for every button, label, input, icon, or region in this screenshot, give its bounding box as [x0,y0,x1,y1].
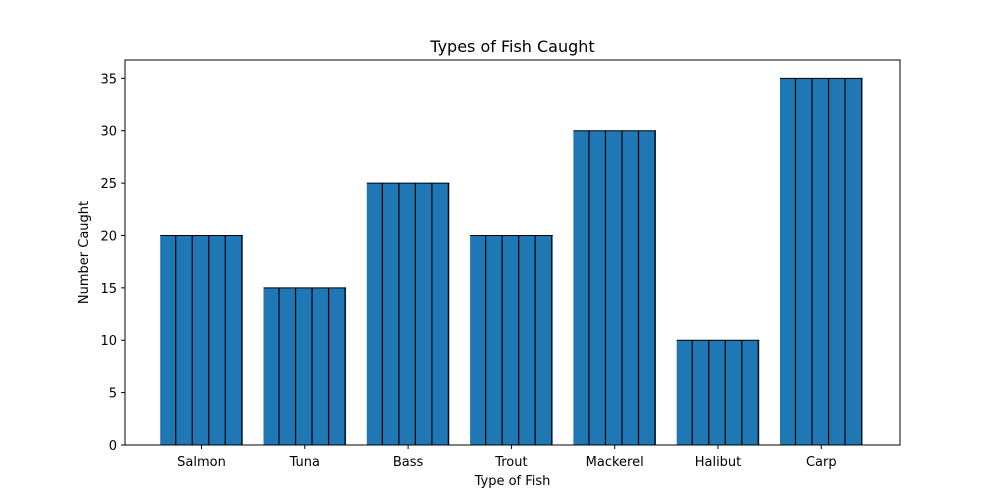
x-tick-label: Mackerel [586,455,644,470]
bar-fill [470,235,553,445]
y-tick-label: 5 [109,387,117,402]
bar-mackerel [573,130,656,445]
bar-bass [366,182,450,445]
bar-fill [160,235,243,445]
x-tick-label: Bass [393,455,424,470]
x-tick-label: Carp [806,455,837,470]
y-tick-label: 10 [100,334,117,349]
bar-fill [263,287,347,445]
x-tick-label: Trout [494,455,527,470]
bar-halibut [676,339,760,445]
bar-fill [780,78,863,445]
x-tick-label: Halibut [695,455,742,470]
bars-group [160,77,863,445]
y-tick-label: 25 [100,177,117,192]
bar-fill [366,183,450,445]
y-axis-title: Number Caught [77,201,92,304]
bar-salmon [160,234,243,445]
y-tick-label: 0 [109,439,117,454]
y-tick-label: 20 [100,229,117,244]
y-tick-label: 30 [100,125,117,140]
y-tick-label: 35 [100,72,117,87]
bar-fill [676,340,760,445]
x-axis: Salmon Tuna Bass Trout Mackerel Halibut Carp [177,445,837,470]
y-tick-label: 15 [100,282,117,297]
chart-title: Types of Fish Caught [429,37,594,56]
plot-frame [124,59,901,446]
bar-carp [780,77,863,445]
x-axis-title: Type of Fish [474,474,551,489]
bar-tuna [263,287,347,445]
x-tick-label: Salmon [177,455,226,470]
x-tick-label: Tuna [289,455,320,470]
bar-trout [470,234,553,445]
bar-fill [573,130,656,445]
y-axis: 0 5 10 15 20 25 30 35 [100,72,125,454]
